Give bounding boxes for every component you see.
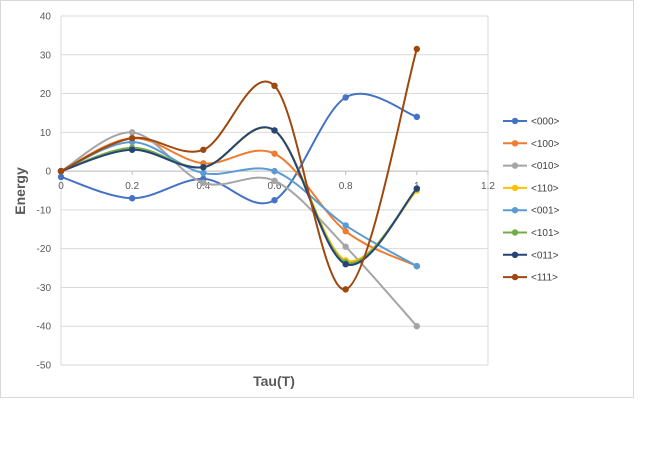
- data-point: [271, 127, 278, 134]
- series-line: [60, 92, 418, 205]
- data-point: [271, 82, 278, 90]
- data-point: [342, 243, 349, 250]
- data-point: [342, 94, 349, 101]
- data-point: [413, 185, 421, 192]
- legend-entry: <011>: [503, 250, 559, 261]
- data-point: [271, 177, 278, 185]
- legend-swatch-marker: [511, 117, 519, 125]
- legend-swatch-marker: [511, 140, 519, 147]
- data-point: [200, 164, 207, 171]
- series-line: [60, 48, 418, 291]
- legend-entry: <100>: [503, 139, 560, 150]
- legend-entry: <111>: [503, 273, 558, 284]
- y-tick-label: -20: [37, 244, 52, 255]
- series-line: [60, 137, 418, 268]
- y-axis-title: Energy: [12, 167, 28, 215]
- legend-label: <111>: [531, 273, 558, 284]
- legend-swatch-marker: [511, 251, 519, 258]
- data-point: [128, 195, 136, 202]
- y-tick-label: -50: [37, 361, 52, 372]
- data-point: [413, 323, 421, 330]
- data-point: [128, 134, 136, 142]
- x-tick-label: 0.2: [125, 181, 139, 192]
- series-0: [57, 92, 421, 205]
- data-point: [200, 179, 207, 186]
- data-point: [413, 113, 421, 121]
- data-point: [413, 45, 421, 53]
- series-7: [57, 45, 421, 293]
- series-4: [57, 138, 421, 270]
- legend-swatch-marker: [511, 184, 519, 192]
- legend-entry: <000>: [503, 117, 560, 128]
- legend-label: <000>: [531, 117, 560, 128]
- data-point: [57, 167, 65, 175]
- legend-swatch-marker: [511, 162, 519, 169]
- y-tick-label: 10: [40, 128, 52, 139]
- legend-swatch-marker: [511, 207, 519, 214]
- legend-entry: <001>: [503, 206, 560, 217]
- series-2: [57, 129, 421, 330]
- legend-label: <101>: [531, 228, 560, 239]
- x-axis-title: Tau(T): [253, 373, 295, 389]
- y-tick-label: -40: [37, 322, 52, 333]
- legend-entry: <101>: [503, 228, 560, 239]
- y-tick-label: 0: [45, 167, 51, 178]
- data-point: [271, 167, 278, 175]
- y-tick-label: 20: [40, 89, 52, 100]
- data-point: [200, 169, 207, 177]
- x-tick-label: 0.6: [268, 181, 282, 192]
- axes: 403020100-10-20-30-40-5000.20.40.60.811.…: [37, 12, 496, 372]
- data-point: [271, 150, 278, 157]
- legend-swatch-marker: [511, 273, 519, 281]
- x-tick-label: 0.4: [196, 181, 210, 192]
- data-point: [200, 146, 207, 153]
- x-tick-label: 0: [58, 181, 64, 192]
- gridlines: [60, 15, 489, 366]
- y-tick-label: -10: [37, 205, 52, 216]
- series-6: [57, 126, 421, 268]
- legend-swatch-marker: [511, 229, 519, 236]
- series-line: [60, 131, 418, 327]
- y-tick-label: -30: [37, 283, 52, 294]
- legend-label: <100>: [531, 139, 560, 150]
- x-tick-label: 1.2: [481, 181, 495, 192]
- data-point: [342, 286, 349, 293]
- x-tick-label: 0.8: [339, 181, 353, 192]
- legend-label: <110>: [531, 183, 559, 194]
- data-point: [57, 173, 65, 181]
- data-point: [342, 260, 349, 268]
- legend: <000> <100> <010> <110> <001> <101> <011> <111>: [503, 117, 560, 284]
- data-point: [342, 222, 349, 229]
- legend-label: <011>: [531, 250, 559, 261]
- series-lines: [57, 45, 421, 330]
- series-line: [60, 141, 418, 267]
- legend-label: <010>: [531, 161, 560, 172]
- data-point: [413, 262, 421, 270]
- data-point: [128, 146, 136, 153]
- data-point: [128, 129, 136, 136]
- legend-entry: <010>: [503, 161, 560, 172]
- legend-label: <001>: [531, 206, 560, 217]
- y-tick-label: 30: [40, 50, 52, 61]
- legend-entry: <110>: [503, 183, 559, 194]
- y-tick-label: 40: [40, 12, 52, 23]
- data-point: [342, 228, 349, 235]
- data-point: [271, 196, 278, 204]
